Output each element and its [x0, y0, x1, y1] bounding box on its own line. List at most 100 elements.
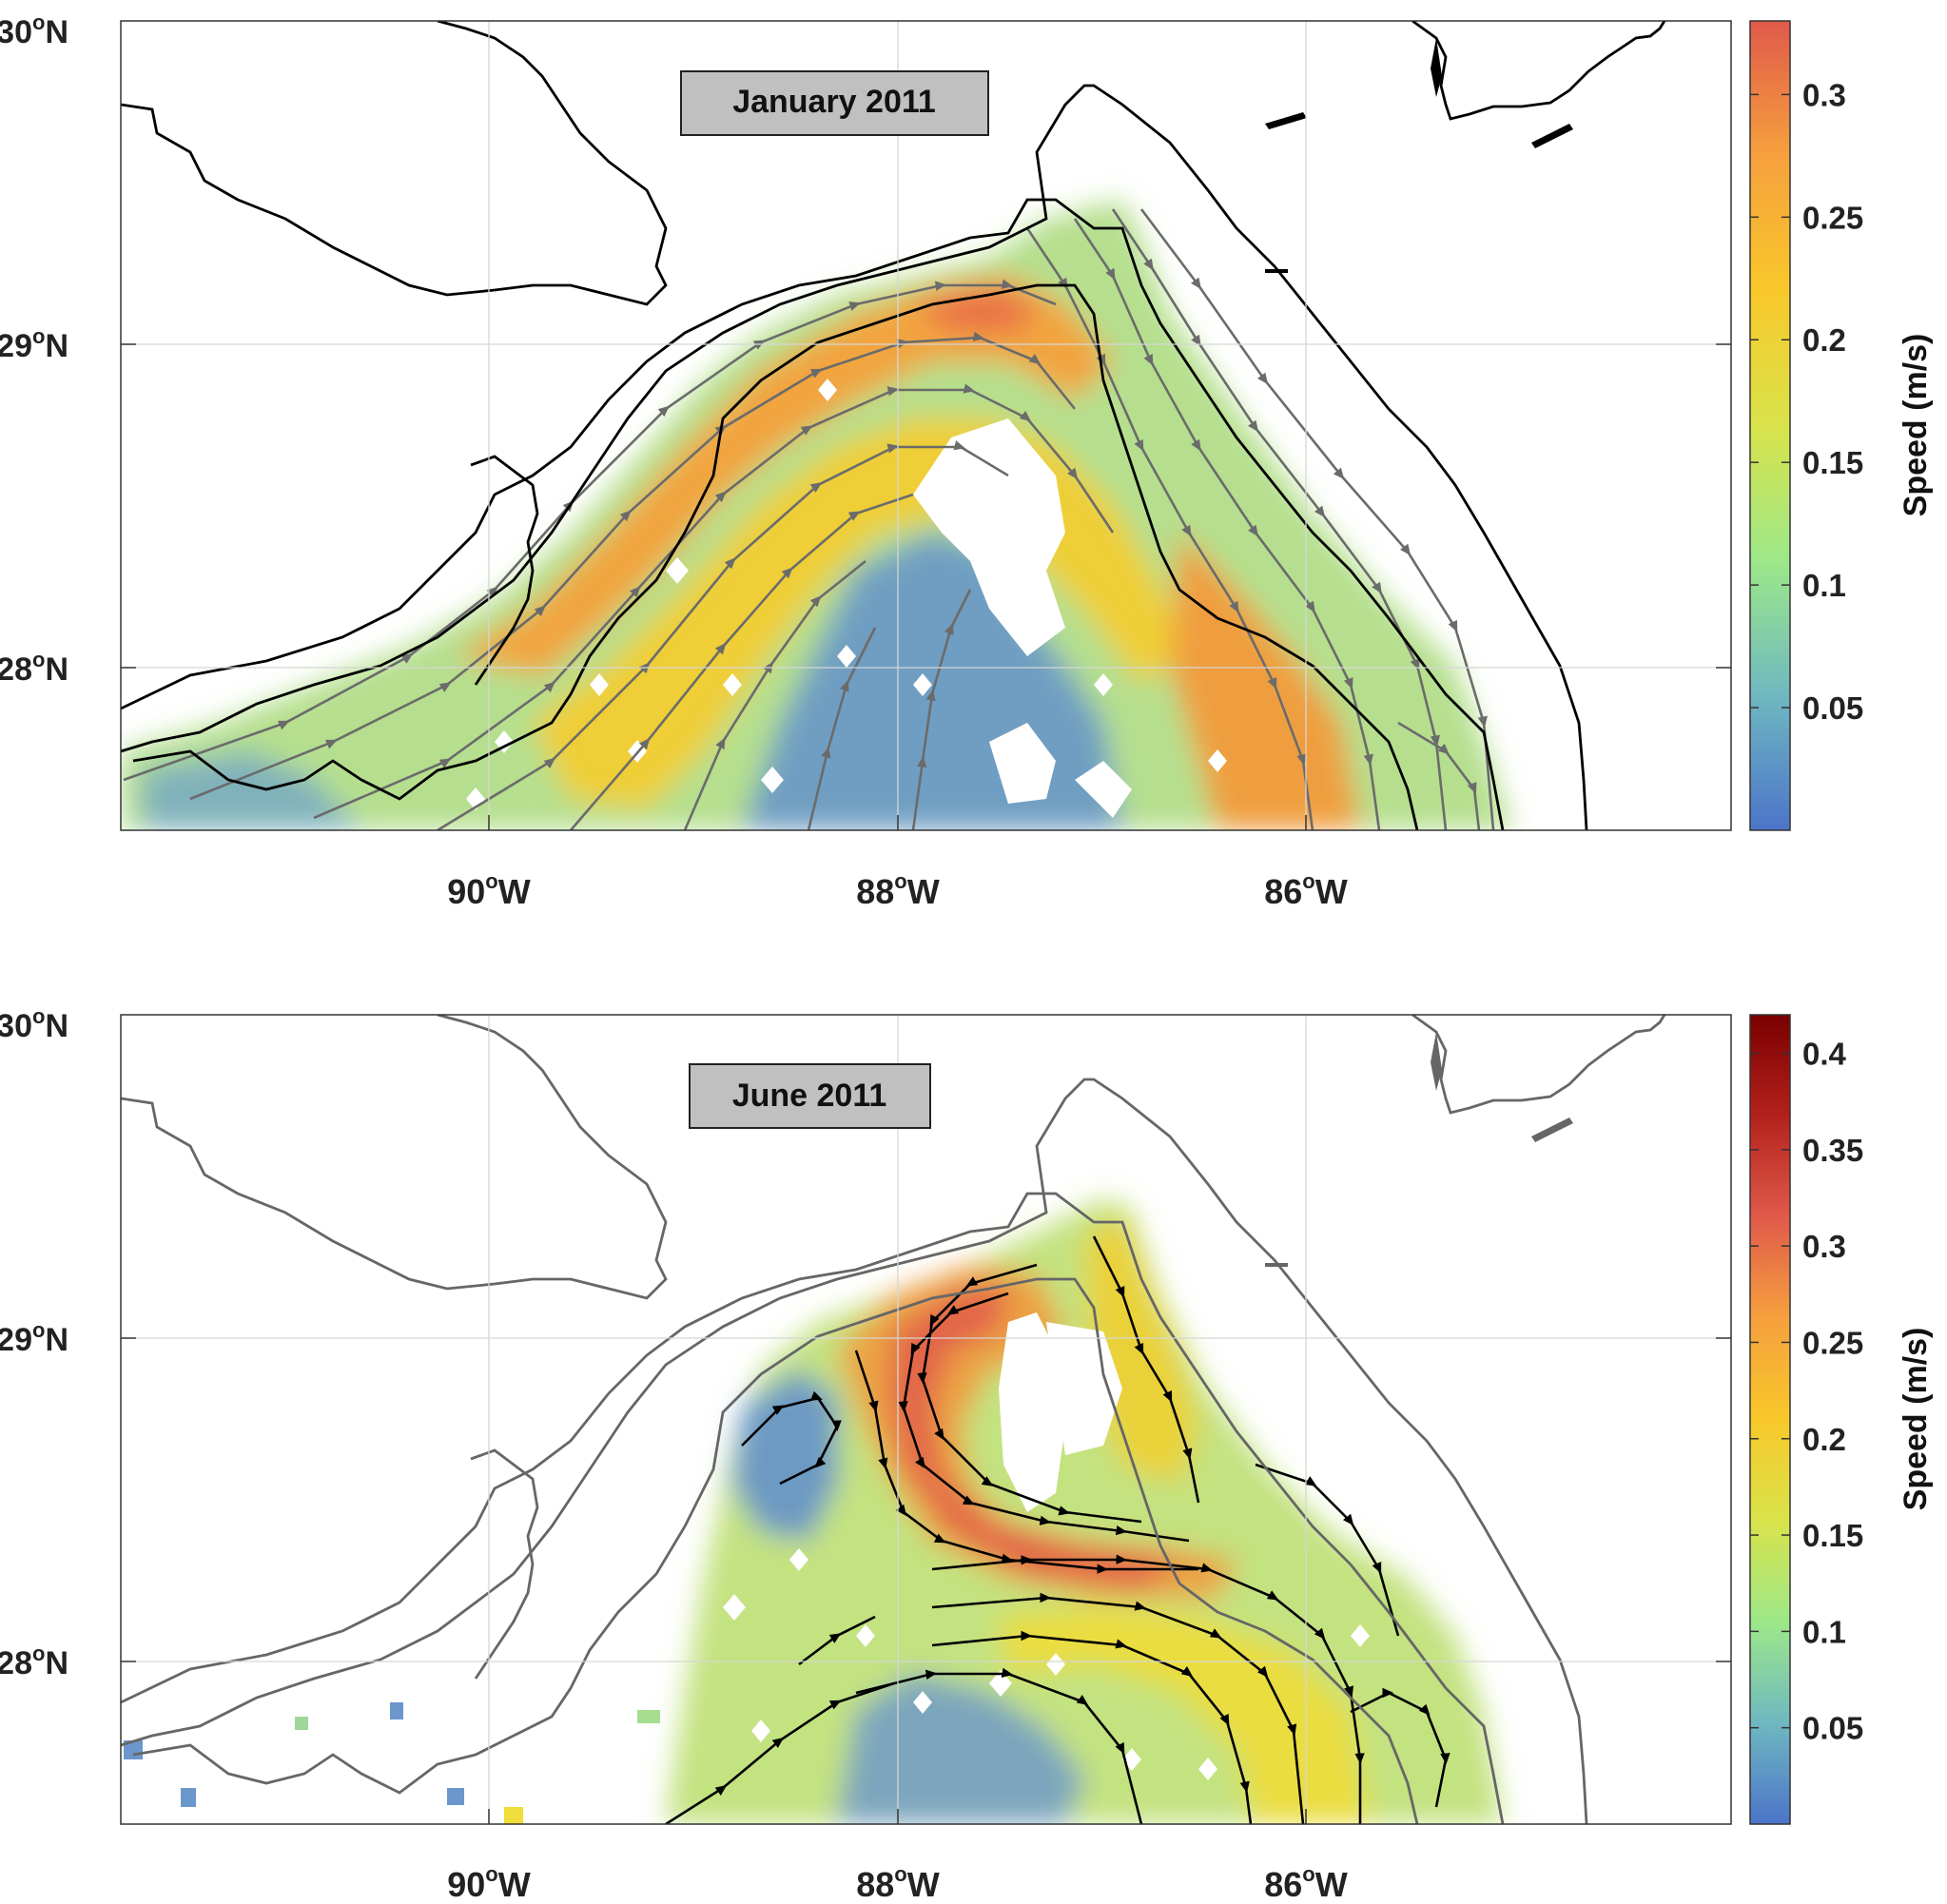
y-tick-label-28N: 28oN [0, 648, 68, 688]
title-background [689, 1063, 931, 1129]
speed-patch [637, 1710, 660, 1723]
colorbar: 0.05 0.1 0.15 0.2 0.25 0.3 Speed (m/s) [1749, 20, 1934, 831]
streamline [313, 383, 1115, 820]
colorbar-label: Speed (m/s) [1898, 1328, 1934, 1511]
streamline [807, 627, 877, 830]
colorbar-tick-label: 0.1 [1802, 568, 1846, 603]
streamline [911, 589, 972, 830]
coastline-islands [1265, 38, 1573, 273]
gridlines [121, 21, 1731, 830]
colorbar-tick-label: 0.2 [1802, 1422, 1846, 1457]
contour-inner [121, 1192, 1505, 1824]
coastline-island [1265, 112, 1307, 129]
coastline-island [1265, 1263, 1288, 1267]
coastline-island [1531, 124, 1573, 148]
speed-field-gap [1075, 761, 1132, 818]
coastline-island [1431, 1032, 1442, 1091]
streamline [855, 1667, 1143, 1824]
panel-title-box: January 2011 [680, 70, 989, 136]
speed-patch [181, 1788, 196, 1807]
y-axis-labels: 30oN 29oN 28oN [0, 10, 68, 688]
x-tick-label-86W: 86oW [1264, 869, 1348, 911]
coastline-island [1431, 38, 1442, 97]
streamline [741, 1390, 842, 1486]
coastline-islands [1265, 1032, 1573, 1267]
x-tick-label-88W: 88oW [856, 869, 940, 911]
x-tick-label-86W: 86oW [1264, 1862, 1348, 1904]
colorbar-tick-label: 0.15 [1802, 445, 1863, 480]
contour-delta [470, 1448, 539, 1680]
contour-shore [121, 1015, 668, 1300]
speed-patch [295, 1717, 308, 1730]
colorbar: 0.05 0.1 0.15 0.2 0.25 0.3 0.35 0.4 Speed (m/s) [1749, 1014, 1934, 1825]
speed-patch [390, 1702, 403, 1719]
tick-marks [121, 1337, 1731, 1824]
speed-patch [504, 1807, 523, 1824]
colorbar-tick-label: 0.2 [1802, 322, 1846, 358]
gridlines [121, 1015, 1731, 1824]
coastline-contours [121, 21, 1666, 830]
colorbar-tick-label: 0.3 [1802, 1229, 1846, 1264]
map-border [120, 20, 1732, 831]
colorbar-tick-label: 0.25 [1802, 1325, 1863, 1360]
streamlines [665, 1235, 1451, 1824]
y-tick-label-30N: 30oN [0, 1004, 68, 1044]
colorbar-tick-label: 0.1 [1802, 1614, 1846, 1649]
panel-title-box: June 2011 [689, 1063, 931, 1129]
x-tick-label-90W: 90oW [447, 869, 531, 911]
streamline [1092, 1235, 1200, 1504]
map-panel-june: June 2011 30oN 29oN 28oN 90oW 88oW 86oW … [0, 1004, 1934, 1904]
x-axis-labels: 90oW 88oW 86oW [447, 1862, 1348, 1904]
tick-marks [121, 343, 1731, 830]
colorbar-tick-label: 0.15 [1802, 1518, 1863, 1553]
y-tick-label-28N: 28oN [0, 1642, 68, 1681]
speed-field-blue-west [143, 751, 361, 830]
colorbar-scale [1749, 1014, 1791, 1825]
streamlines [123, 208, 1495, 830]
contour-outer [121, 84, 1588, 830]
streamline [683, 559, 866, 830]
contour-east-coast [1412, 1015, 1666, 1115]
streamline [665, 1681, 895, 1824]
coastline-island [1531, 1117, 1573, 1142]
contour-inner [121, 198, 1505, 830]
colorbar-scale [1749, 20, 1791, 831]
contour-east-coast [1412, 21, 1666, 121]
streamline [798, 1615, 876, 1666]
contour-shelf [132, 1277, 1419, 1824]
streamline [931, 1630, 1253, 1824]
colorbar-tick-label: 0.05 [1802, 1711, 1863, 1746]
colorbar-tick-label: 0.4 [1802, 1037, 1847, 1072]
panel-title: January 2011 [732, 84, 936, 120]
colorbar-ticks: 0.05 0.1 0.15 0.2 0.25 0.3 0.35 0.4 [1750, 1037, 1863, 1746]
colorbar-tick-label: 0.35 [1802, 1133, 1863, 1168]
y-tick-label-30N: 30oN [0, 10, 68, 50]
streamline [1350, 1687, 1451, 1808]
contour-delta [470, 455, 539, 686]
y-tick-label-29N: 29oN [0, 1318, 68, 1358]
y-tick-label-29N: 29oN [0, 324, 68, 364]
contour-shore [121, 21, 668, 306]
contour-shelf [132, 283, 1419, 830]
panel-title: June 2011 [732, 1078, 887, 1114]
streamline [1255, 1463, 1400, 1637]
colorbar-tick-label: 0.25 [1802, 200, 1863, 235]
map-panel-january: January 2011 30oN 29oN 28oN 90oW 88oW 86… [0, 10, 1934, 911]
streamline [1397, 721, 1481, 830]
streamline [1139, 208, 1495, 830]
coastline-island [1265, 269, 1288, 273]
y-axis-labels: 30oN 29oN 28oN [0, 1004, 68, 1681]
colorbar-label: Speed (m/s) [1898, 334, 1934, 517]
map-border [120, 1014, 1732, 1825]
x-tick-label-90W: 90oW [447, 1862, 531, 1904]
colorbar-ticks: 0.05 0.1 0.15 0.2 0.25 0.3 [1750, 77, 1863, 726]
colorbar-tick-label: 0.3 [1802, 77, 1846, 112]
coastline-contours [121, 1015, 1666, 1824]
speed-patch [447, 1788, 464, 1805]
title-background [680, 70, 989, 136]
colorbar-tick-label: 0.05 [1802, 690, 1863, 726]
x-axis-labels: 90oW 88oW 86oW [447, 869, 1348, 911]
contour-outer [121, 1078, 1588, 1824]
x-tick-label-88W: 88oW [856, 1862, 940, 1904]
